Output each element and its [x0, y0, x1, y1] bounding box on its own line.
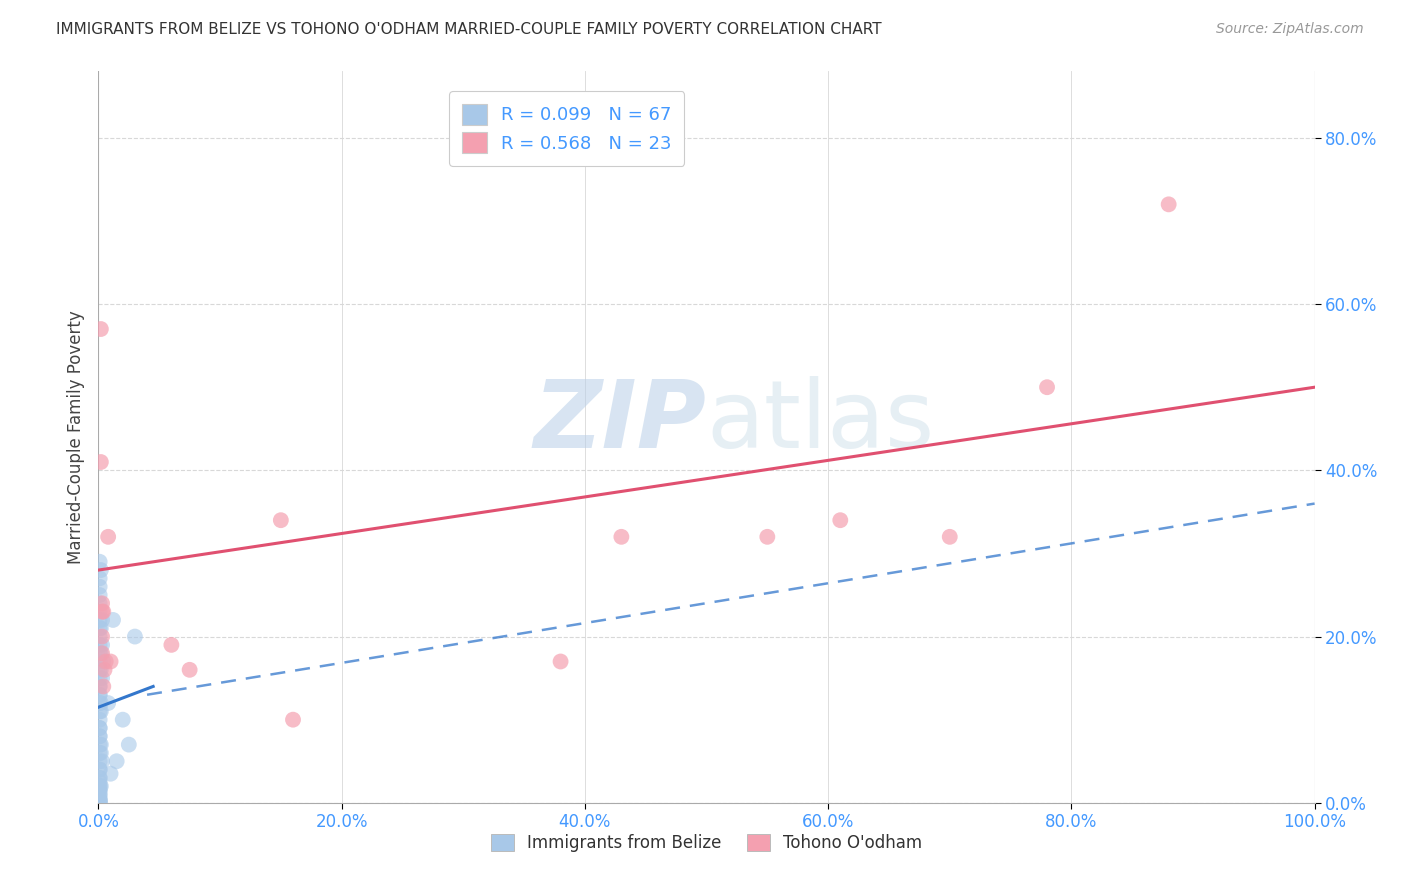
Point [89, 794, 111, 808]
Point [89, 655, 111, 669]
Point [89, 721, 111, 735]
Point [89, 671, 111, 685]
Point [270, 513, 292, 527]
Point [90, 696, 112, 710]
Point [94, 655, 117, 669]
Point [97, 530, 120, 544]
Point [89, 571, 111, 585]
Text: Source: ZipAtlas.com: Source: ZipAtlas.com [1216, 22, 1364, 37]
Point [89, 788, 111, 802]
Point [93, 663, 115, 677]
Point [89, 791, 111, 805]
Point [90, 738, 112, 752]
Text: IMMIGRANTS FROM BELIZE VS TOHONO O'ODHAM MARRIED-COUPLE FAMILY POVERTY CORRELATI: IMMIGRANTS FROM BELIZE VS TOHONO O'ODHAM… [56, 22, 882, 37]
Point [89, 605, 111, 619]
Text: atlas: atlas [707, 376, 935, 468]
Point [124, 630, 146, 644]
Point [89, 688, 111, 702]
Point [89, 663, 111, 677]
Point [89, 580, 111, 594]
Point [100, 655, 122, 669]
Point [89, 621, 111, 635]
Point [90, 663, 112, 677]
Point [281, 713, 304, 727]
Point [160, 638, 183, 652]
Point [91, 671, 114, 685]
Point [89, 729, 111, 743]
Point [105, 754, 128, 768]
Point [91, 613, 114, 627]
Point [90, 646, 112, 660]
Point [89, 680, 111, 694]
Point [89, 613, 111, 627]
Point [756, 530, 779, 544]
Point [89, 696, 111, 710]
Point [101, 613, 124, 627]
Point [90, 705, 112, 719]
Point [89, 630, 111, 644]
Point [89, 779, 111, 793]
Point [89, 771, 111, 785]
Point [91, 680, 114, 694]
Point [100, 766, 122, 780]
Point [830, 513, 852, 527]
Point [90, 322, 112, 336]
Point [89, 795, 111, 809]
Point [90, 621, 112, 635]
Point [89, 779, 111, 793]
Point [89, 713, 111, 727]
Point [89, 596, 111, 610]
Point [89, 588, 111, 602]
Point [91, 638, 114, 652]
Text: ZIP: ZIP [534, 376, 707, 468]
Point [179, 663, 201, 677]
Point [939, 530, 962, 544]
Point [90, 455, 112, 469]
Point [89, 646, 111, 660]
Point [91, 754, 114, 768]
Point [89, 783, 111, 797]
Point [89, 783, 111, 797]
Point [91, 605, 114, 619]
Point [89, 738, 111, 752]
Point [91, 596, 114, 610]
Point [97, 696, 120, 710]
Point [89, 775, 111, 789]
Point [89, 796, 111, 810]
Point [89, 638, 111, 652]
Point [91, 630, 114, 644]
Point [118, 738, 141, 752]
Point [1157, 197, 1180, 211]
Point [89, 746, 111, 760]
Point [91, 655, 114, 669]
Point [89, 763, 111, 777]
Point [550, 655, 572, 669]
Point [1036, 380, 1059, 394]
Point [89, 680, 111, 694]
Point [89, 788, 111, 802]
Point [89, 793, 111, 807]
Point [89, 729, 111, 743]
Point [89, 555, 111, 569]
Point [89, 721, 111, 735]
Point [89, 791, 111, 805]
Point [91, 605, 114, 619]
Point [90, 746, 112, 760]
Point [111, 713, 134, 727]
Y-axis label: Married-Couple Family Poverty: Married-Couple Family Poverty [66, 310, 84, 564]
Point [89, 796, 111, 810]
Point [89, 688, 111, 702]
Point [90, 563, 112, 577]
Legend: Immigrants from Belize, Tohono O'odham: Immigrants from Belize, Tohono O'odham [482, 825, 931, 860]
Point [89, 754, 111, 768]
Point [90, 779, 112, 793]
Point [91, 646, 114, 660]
Point [89, 771, 111, 785]
Point [89, 705, 111, 719]
Point [89, 763, 111, 777]
Point [610, 530, 633, 544]
